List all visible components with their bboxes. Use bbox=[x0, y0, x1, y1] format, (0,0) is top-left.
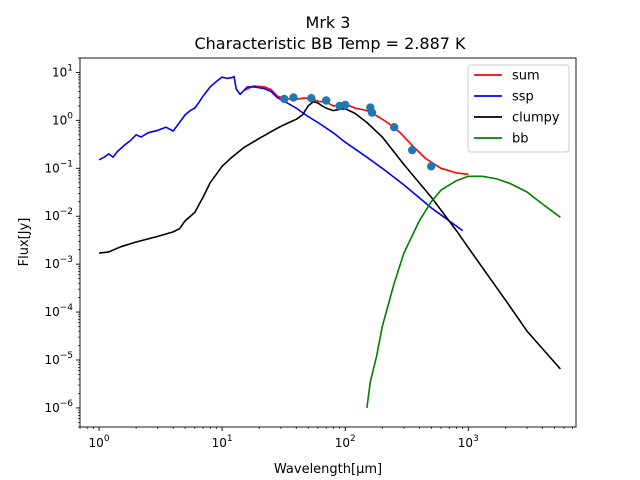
legend-label-bb: bb bbox=[512, 132, 529, 147]
observed-point bbox=[390, 123, 399, 132]
y-tick-label: 10−6 bbox=[44, 399, 73, 415]
legend: sum ssp clumpy bb bbox=[467, 64, 570, 153]
observed-point bbox=[322, 96, 331, 105]
y-tick-label: 10−4 bbox=[44, 303, 73, 319]
observed-point bbox=[289, 93, 298, 102]
y-tick-label: 101 bbox=[52, 63, 73, 79]
x-tick-label: 101 bbox=[212, 434, 233, 450]
observed-point bbox=[280, 94, 289, 104]
series-line-bb bbox=[366, 175, 561, 409]
legend-label-sum: sum bbox=[512, 69, 540, 84]
observed-point bbox=[408, 145, 417, 155]
observed-points-layer bbox=[280, 93, 436, 171]
y-tick-label: 10−1 bbox=[44, 159, 73, 175]
observed-point bbox=[367, 108, 377, 117]
legend-label-ssp: ssp bbox=[512, 90, 534, 105]
series-line-clumpy bbox=[99, 100, 562, 370]
legend-box bbox=[467, 64, 570, 153]
y-tick-label: 100 bbox=[52, 111, 73, 127]
x-tick-label: 100 bbox=[89, 434, 110, 450]
observed-point bbox=[341, 100, 350, 110]
observed-point bbox=[307, 94, 316, 103]
series-line-ssp bbox=[98, 75, 464, 232]
x-tick-label: 102 bbox=[335, 434, 356, 450]
x-axis-ticks: 100 101 102 103 bbox=[79, 427, 573, 450]
chart-subtitle: Characteristic BB Temp = 2.887 K bbox=[194, 34, 466, 53]
plot-frame bbox=[79, 57, 577, 428]
y-tick-label: 10−2 bbox=[44, 207, 73, 223]
y-axis-ticks: 101 100 10−1 10−2 10−3 10−4 10−5 10−6 bbox=[44, 57, 80, 428]
plot-area bbox=[79, 57, 577, 428]
x-axis-label: Wavelength[μm] bbox=[274, 462, 382, 477]
series-line-sum bbox=[243, 85, 469, 176]
observed-point bbox=[427, 162, 436, 171]
chart-title: Mrk 3 bbox=[306, 13, 351, 32]
y-tick-label: 10−3 bbox=[44, 255, 73, 271]
y-tick-label: 10−5 bbox=[44, 351, 73, 367]
x-tick-label: 103 bbox=[458, 434, 479, 450]
legend-label-clumpy: clumpy bbox=[512, 111, 560, 126]
y-axis-label: Flux[Jy] bbox=[17, 218, 32, 267]
